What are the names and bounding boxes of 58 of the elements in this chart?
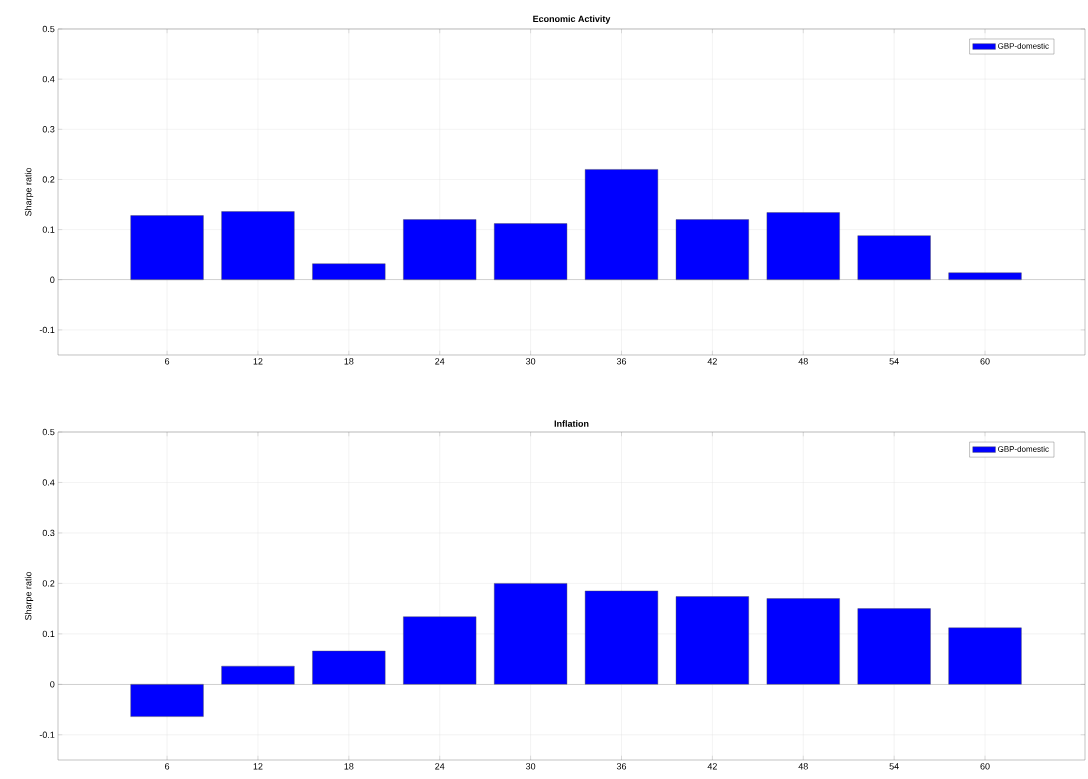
bar [584, 590, 659, 685]
x-tick-label: 48 [798, 763, 808, 770]
bar [948, 627, 1022, 685]
y-tick-label: 0.4 [42, 75, 55, 83]
y-tick-label: 0.3 [42, 126, 55, 133]
chart-title: Inflation [554, 420, 589, 427]
y-tick-label: 0.2 [42, 580, 55, 587]
x-tick-label: 48 [798, 358, 808, 365]
x-tick-label: 42 [707, 358, 717, 365]
x-tick-label: 6 [165, 763, 170, 770]
x-tick-label: 30 [525, 763, 536, 770]
y-tick-label: 0.2 [42, 176, 55, 183]
y-tick-label: 0.1 [42, 226, 55, 233]
bar [312, 650, 386, 685]
y-axis-title: Sharpe ratio [24, 167, 34, 217]
y-axis-title: Sharpe ratio [24, 571, 34, 621]
bar [675, 596, 749, 685]
chart-title: Economic Activity [533, 15, 611, 24]
bar [857, 608, 931, 685]
x-tick-label: 54 [889, 358, 899, 365]
bar [403, 219, 477, 280]
y-tick-label: 0.5 [42, 25, 55, 33]
bar [130, 684, 204, 717]
bar [312, 263, 386, 280]
bar [948, 272, 1022, 280]
bar [130, 215, 204, 280]
x-tick-label: 12 [253, 358, 263, 365]
bar [766, 212, 840, 280]
x-tick-label: 54 [889, 763, 899, 770]
y-tick-label: 0.3 [42, 529, 55, 537]
x-tick-label: 42 [707, 763, 717, 770]
y-tick-label: -0.1 [39, 326, 55, 334]
x-tick-label: 18 [344, 358, 354, 365]
bar [675, 219, 749, 280]
y-tick-label: 0.4 [42, 479, 55, 486]
x-tick-label: 6 [165, 358, 170, 365]
x-tick-label: 30 [525, 358, 536, 365]
x-tick-label: 12 [253, 763, 263, 770]
bar [766, 598, 840, 685]
x-tick-label: 36 [616, 763, 627, 770]
x-tick-label: 24 [435, 358, 445, 365]
y-tick-label: -0.1 [39, 731, 55, 738]
bar [584, 169, 659, 280]
x-tick-label: 18 [344, 763, 354, 770]
y-tick-label: 0 [50, 681, 55, 688]
y-tick-label: 0.5 [42, 428, 55, 436]
x-tick-label: 24 [435, 763, 445, 770]
y-tick-label: 0.1 [42, 630, 55, 638]
x-tick-label: 60 [980, 763, 990, 770]
bar [857, 235, 931, 280]
y-tick-label: 0 [50, 276, 55, 283]
bar [494, 223, 568, 280]
bar [494, 583, 568, 685]
bar [403, 616, 477, 685]
bar [221, 211, 295, 280]
bar [221, 665, 295, 685]
x-tick-label: 60 [980, 358, 990, 365]
x-tick-label: 36 [616, 358, 627, 365]
